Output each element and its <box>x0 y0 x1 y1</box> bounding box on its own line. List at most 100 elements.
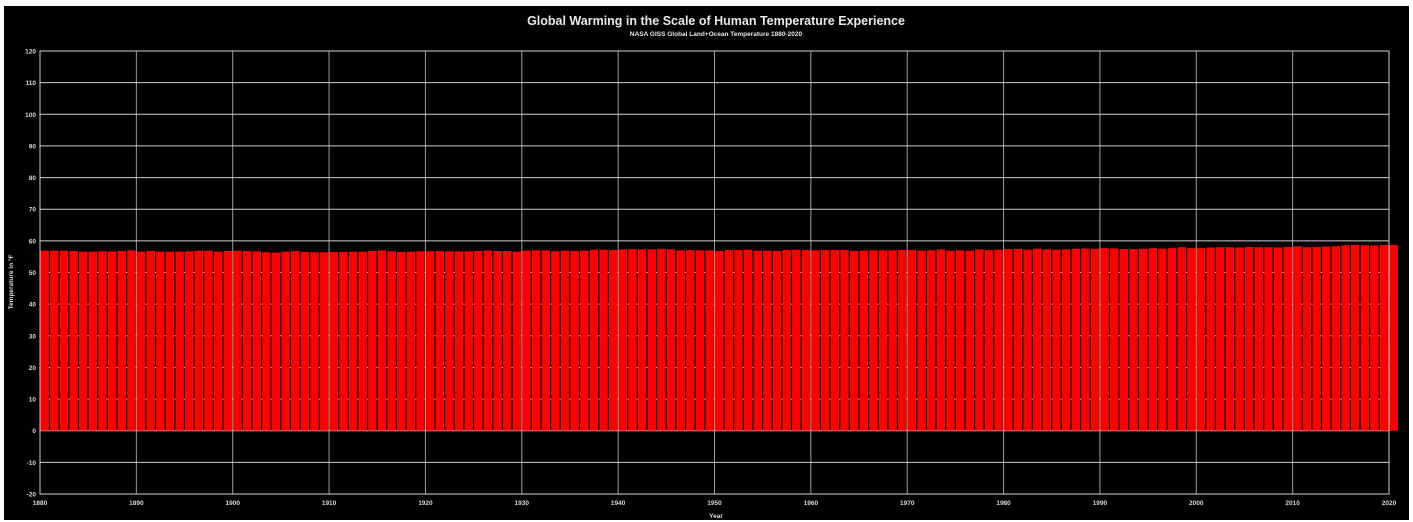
bar-1891 <box>146 250 155 431</box>
bar-1906 <box>291 250 300 431</box>
x-tick-label: 1880 <box>33 500 48 507</box>
bar-2019 <box>1379 244 1389 431</box>
bar-1969 <box>898 250 907 431</box>
y-tick-label: -10 <box>27 460 37 467</box>
bar-1896 <box>194 250 204 431</box>
bar-2010 <box>1293 246 1302 431</box>
bar-1974 <box>946 250 955 431</box>
bar-1988 <box>1081 248 1090 431</box>
bar-1963 <box>840 250 849 431</box>
bar-1929 <box>512 251 522 431</box>
bar-1936 <box>580 250 589 431</box>
bar-1893 <box>165 251 175 431</box>
bar-2005 <box>1244 246 1254 431</box>
bar-1903 <box>262 252 271 431</box>
x-tick-label: 1910 <box>322 500 337 507</box>
bar-2015 <box>1341 245 1350 431</box>
x-tick-label: 1920 <box>418 500 433 507</box>
y-tick-label: 80 <box>29 175 37 182</box>
bar-1975 <box>955 250 965 431</box>
x-tick-label: 1930 <box>515 500 530 507</box>
x-tick-label: 1970 <box>900 500 915 507</box>
bar-2008 <box>1273 247 1283 431</box>
bar-1934 <box>560 250 570 431</box>
bar-1935 <box>570 250 579 431</box>
bar-1949 <box>705 250 714 431</box>
bar-1953 <box>743 249 753 431</box>
bar-1921 <box>435 250 444 431</box>
bar-1989 <box>1090 248 1100 431</box>
bar-1913 <box>358 251 367 431</box>
bar-1964 <box>849 250 859 431</box>
y-tick-label: 40 <box>29 302 37 309</box>
y-tick-label: 20 <box>29 365 37 372</box>
bar-1914 <box>368 250 377 431</box>
bar-1882 <box>59 250 69 431</box>
y-tick-label: 100 <box>25 112 36 119</box>
bar-1946 <box>676 250 685 431</box>
bar-1950 <box>715 250 724 431</box>
bar-1948 <box>695 250 705 431</box>
bar-1908 <box>310 252 319 431</box>
bar-1894 <box>175 251 184 431</box>
x-tick-label: 2010 <box>1285 500 1300 507</box>
bar-1972 <box>926 250 936 431</box>
bar-1984 <box>1042 249 1052 431</box>
y-tick-label: 60 <box>29 238 37 245</box>
bar-1900 <box>233 250 242 431</box>
bar-1889 <box>127 250 136 431</box>
y-tick-label: 120 <box>25 49 36 56</box>
bar-1897 <box>204 250 213 431</box>
bar-2009 <box>1283 246 1292 431</box>
bar-1977 <box>975 249 984 431</box>
bar-1915 <box>377 250 387 431</box>
bar-1923 <box>454 251 464 431</box>
bar-layer <box>39 51 1398 494</box>
y-tick-label: 110 <box>26 80 37 87</box>
bar-1909 <box>319 252 329 431</box>
bar-1987 <box>1071 248 1080 431</box>
bar-1952 <box>734 250 743 431</box>
bar-2012 <box>1312 246 1321 431</box>
bar-1919 <box>416 251 425 431</box>
bar-1933 <box>551 251 560 431</box>
bar-2001 <box>1206 247 1215 431</box>
bar-1997 <box>1167 248 1177 431</box>
x-tick-label: 1990 <box>1093 500 1108 507</box>
x-tick-label: 1980 <box>996 500 1011 507</box>
bar-1983 <box>1032 248 1042 431</box>
bar-1986 <box>1061 249 1071 431</box>
bar-1973 <box>936 249 946 431</box>
bar-1940 <box>618 249 628 431</box>
bar-1917 <box>397 251 406 431</box>
bar-1920 <box>425 251 435 431</box>
bar-1996 <box>1158 248 1167 431</box>
bar-1998 <box>1177 247 1186 431</box>
bar-1982 <box>1023 249 1032 431</box>
bar-1976 <box>965 250 974 431</box>
bar-1994 <box>1138 248 1148 431</box>
x-tick-label: 1950 <box>707 500 722 507</box>
bar-1881 <box>50 250 59 431</box>
bar-2017 <box>1360 245 1370 431</box>
bar-1931 <box>531 250 541 431</box>
bar-1905 <box>281 251 290 431</box>
bar-1927 <box>493 250 502 431</box>
bar-1962 <box>830 250 840 431</box>
x-tick-label: 2000 <box>1189 500 1204 507</box>
bar-1880 <box>40 250 49 431</box>
bar-1995 <box>1148 248 1158 431</box>
bar-1968 <box>888 250 897 431</box>
bar-1991 <box>1110 248 1119 431</box>
bar-1943 <box>647 249 656 431</box>
bar-1926 <box>483 250 493 431</box>
bar-1902 <box>252 251 261 431</box>
bar-1890 <box>136 251 146 431</box>
bar-1898 <box>213 251 223 431</box>
bar-2018 <box>1370 245 1379 431</box>
bar-2016 <box>1350 244 1360 431</box>
bar-1992 <box>1119 249 1129 431</box>
y-tick-label: 10 <box>29 397 37 404</box>
bar-1892 <box>156 251 165 431</box>
y-tick-label: 70 <box>29 207 37 214</box>
